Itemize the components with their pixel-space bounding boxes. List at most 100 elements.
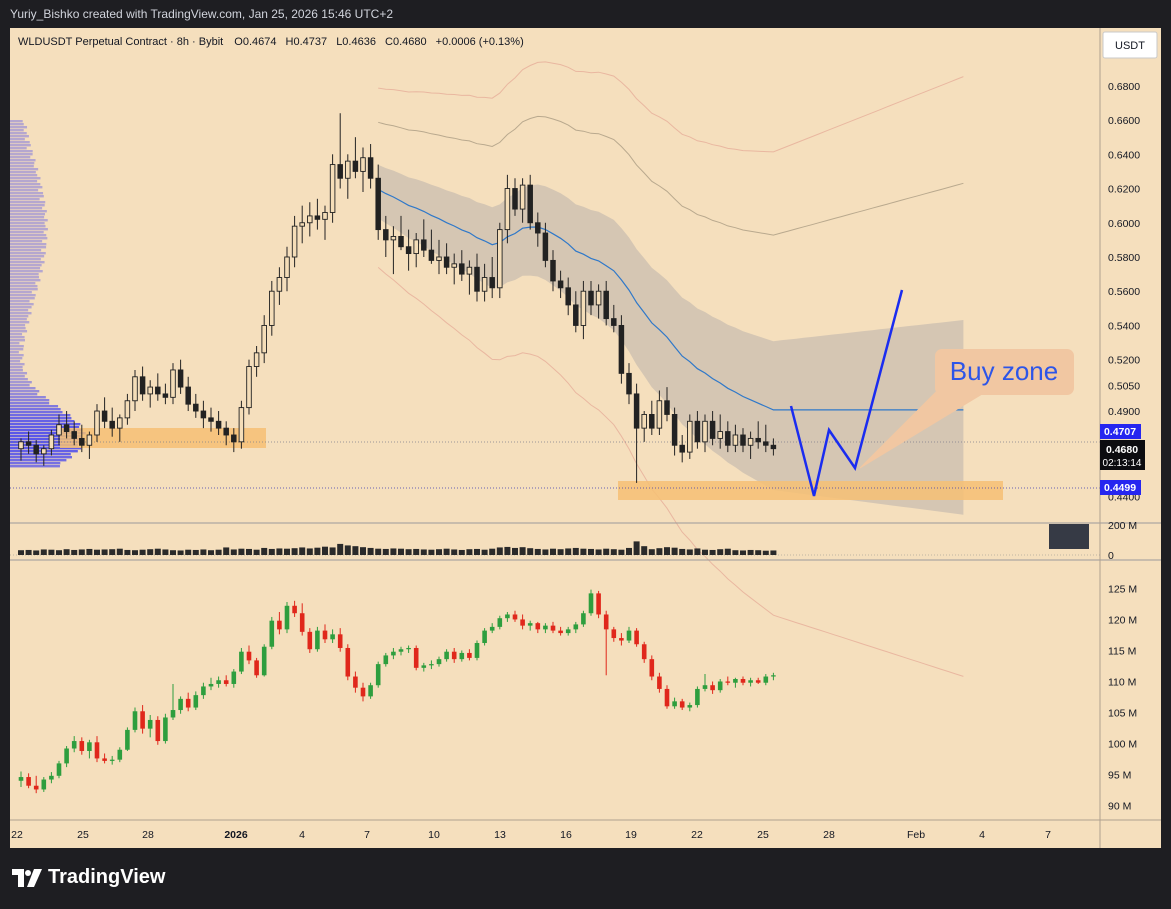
- volume-bar: [101, 549, 108, 555]
- candle-body: [512, 188, 518, 210]
- ribbon-band: [378, 164, 964, 515]
- volume-bar: [25, 549, 32, 555]
- candlestick-chart[interactable]: Buy zone WLDUSDT Perpetual Contract · 8h…: [10, 28, 1161, 848]
- lower-candle-body: [771, 675, 776, 677]
- candle-body: [451, 263, 457, 268]
- volume-bar: [557, 549, 564, 555]
- volume-bar: [291, 548, 298, 555]
- lower-candle-body: [322, 630, 328, 640]
- volume-profile-row: [10, 297, 35, 300]
- volume-bar: [534, 548, 541, 555]
- candle-body: [208, 417, 214, 422]
- candle-body: [193, 403, 199, 412]
- candle-body: [223, 427, 229, 436]
- volume-profile-row: [10, 192, 44, 195]
- lower-candle-body: [429, 664, 434, 666]
- candle-body: [656, 400, 663, 429]
- candle-body: [595, 290, 602, 306]
- volume-bar: [314, 547, 321, 555]
- lower-candle-body: [87, 742, 92, 751]
- volume-profile-row: [10, 465, 60, 468]
- currency-button[interactable]: USDT: [1115, 40, 1145, 52]
- candle-body: [18, 441, 24, 450]
- volume-profile-row: [10, 417, 72, 420]
- lower-candle-body: [581, 613, 586, 625]
- lower-candle-body: [383, 655, 389, 665]
- lower-candle-body: [18, 777, 24, 781]
- price-axis-label: 0.5200: [1108, 355, 1140, 367]
- candle-body: [580, 290, 587, 326]
- ohlc-change: +0.0006 (+0.13%): [436, 36, 524, 48]
- volume-bar: [147, 549, 154, 555]
- lower-candle-body: [330, 634, 335, 640]
- price-axis-label: 0.4900: [1108, 406, 1140, 418]
- lower-candle-body: [695, 688, 700, 706]
- volume-bar: [443, 548, 450, 555]
- volume-profile-row: [10, 267, 41, 270]
- volume-profile-row: [10, 321, 30, 324]
- lower-candle-body: [619, 638, 624, 641]
- candle-body: [466, 266, 473, 275]
- volume-bar: [656, 548, 663, 555]
- time-axis-label: 19: [625, 829, 637, 841]
- volume-profile-row: [10, 357, 23, 360]
- lower-axis-label: 105 M: [1108, 708, 1137, 720]
- candle-body: [71, 431, 77, 439]
- lower-candle-body: [185, 698, 191, 708]
- lower-axis-label: 120 M: [1108, 614, 1137, 626]
- time-axis-label: 25: [757, 829, 769, 841]
- volume-bar: [352, 546, 359, 555]
- price-axis-label: 0.5600: [1108, 286, 1140, 298]
- lower-candle-body: [360, 687, 366, 697]
- volume-profile-row: [10, 198, 40, 201]
- lower-candle-body: [117, 749, 123, 760]
- lower-candle-body: [140, 711, 145, 729]
- last-price-tag-bg: [1100, 440, 1145, 470]
- lower-candle-body: [725, 681, 731, 683]
- volume-bar: [588, 548, 594, 555]
- candle-body: [557, 280, 564, 289]
- ribbon-mid-line: [377, 188, 964, 411]
- volume-bar: [420, 549, 427, 555]
- candle-body: [276, 277, 283, 292]
- lower-axis-label: 95 M: [1108, 770, 1131, 782]
- lower-candle-body: [467, 652, 472, 658]
- lower-candle-body: [520, 619, 525, 626]
- volume-bar: [618, 549, 625, 555]
- tradingview-logo-text: TradingView: [48, 866, 166, 888]
- candle-body: [664, 400, 670, 415]
- lower-candle-body: [657, 676, 662, 689]
- candle-body: [770, 444, 777, 450]
- volume-bar: [170, 550, 176, 555]
- volume-profile-row: [10, 288, 38, 291]
- volume-profile-row: [10, 324, 26, 327]
- volume-profile-row: [10, 462, 61, 465]
- volume-bar: [185, 549, 192, 555]
- lower-candle-body: [451, 651, 457, 660]
- projection-path: [789, 289, 904, 497]
- currency-button-bg[interactable]: [1102, 31, 1158, 59]
- volume-bar: [451, 549, 458, 555]
- symbol-name: WLDUSDT Perpetual Contract · 8h · Bybit: [18, 36, 223, 48]
- candle-body: [314, 215, 321, 220]
- volume-profile-row: [10, 144, 31, 147]
- chart-frame[interactable]: Buy zone WLDUSDT Perpetual Contract · 8h…: [10, 28, 1161, 848]
- volume-bar: [709, 549, 716, 555]
- candle-body: [542, 232, 549, 261]
- volume-profile-row: [10, 318, 27, 321]
- volume-bar: [458, 549, 465, 555]
- candle-body: [162, 393, 169, 398]
- volume-bar: [33, 550, 40, 555]
- lower-candle-body: [337, 634, 343, 648]
- volume-profile-row: [10, 342, 20, 345]
- candle-body: [86, 434, 93, 446]
- candle-body: [185, 386, 191, 405]
- lower-candle-body: [269, 620, 275, 647]
- candle-body: [443, 256, 450, 268]
- tradingview-logo[interactable]: TradingView: [12, 866, 165, 889]
- volume-profile-row: [10, 390, 40, 393]
- volume-bar: [679, 548, 686, 555]
- lower-candle-body: [307, 631, 313, 650]
- lower-candle-body: [109, 759, 115, 761]
- volume-profile-row: [10, 180, 38, 183]
